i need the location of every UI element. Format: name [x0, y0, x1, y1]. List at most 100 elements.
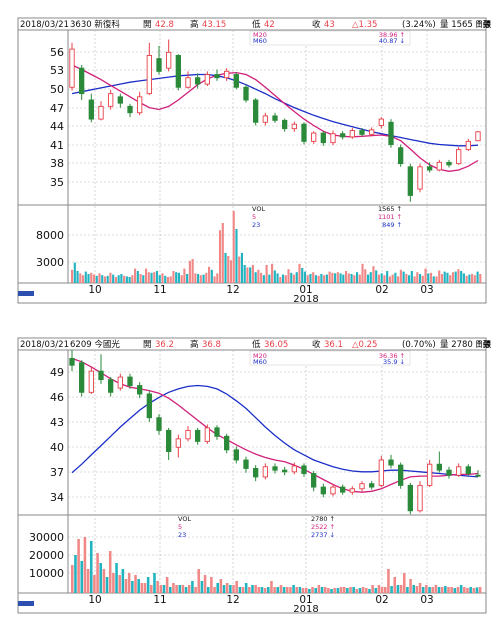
volume-bar	[292, 274, 296, 283]
year-label: 2018	[293, 604, 318, 615]
candle-body	[108, 93, 114, 107]
candle-body	[69, 48, 75, 88]
chart-panel-2: 2018/03/21 6209 今國光 開 36.2 高 36.8 低 36.05 收 36.1 △…	[17, 337, 492, 615]
volume-bar	[106, 275, 109, 283]
volume-bar	[372, 266, 375, 283]
candle-body	[436, 463, 442, 471]
volume-bar	[273, 587, 276, 593]
candle-body	[388, 459, 394, 466]
volume-bar	[386, 271, 389, 283]
header-open-label: 開	[143, 20, 152, 30]
candle-body	[436, 161, 442, 171]
volume-bar	[243, 265, 246, 283]
volume-bar	[165, 577, 169, 593]
volume-bar	[218, 230, 222, 283]
candle-body	[127, 376, 133, 386]
volume-bar	[108, 551, 112, 593]
header-change-pct: (3.24%)	[402, 20, 436, 30]
volume-bar	[142, 275, 145, 283]
chart-frame	[17, 337, 487, 614]
volume-bar	[428, 587, 431, 593]
volume-bar	[413, 276, 416, 283]
volume-bar	[368, 589, 371, 593]
volume-bar	[350, 274, 353, 283]
volume-tick-label: 8000	[36, 229, 64, 242]
volume-bar	[150, 585, 153, 593]
volume-bar	[134, 268, 137, 283]
x-tick-label: 10	[88, 594, 101, 606]
volume-bar	[194, 273, 197, 283]
volume-bar	[156, 581, 159, 593]
volume-bar	[289, 587, 292, 593]
volume-bar	[147, 272, 150, 283]
candle-body	[243, 86, 249, 101]
volume-bar	[115, 563, 118, 593]
volume-bar	[225, 583, 229, 593]
volume-bar	[444, 586, 447, 593]
volume-bar	[183, 268, 186, 283]
x-tick-label: 02	[375, 594, 388, 606]
candle-body	[262, 466, 268, 478]
header-close: 36.1	[324, 340, 343, 350]
x-tick-label: 12	[226, 284, 239, 296]
volume-bar	[87, 274, 90, 283]
volume-bar	[262, 275, 265, 283]
ma20-legend-value: 36.36 ↑	[379, 352, 405, 360]
volume-bar	[74, 555, 77, 593]
price-tick-label: 38	[50, 157, 64, 170]
volume-bar	[476, 271, 479, 283]
volume-bar	[446, 272, 449, 283]
candle-body	[369, 483, 375, 488]
volume-bar	[276, 273, 279, 283]
volume-bar	[371, 585, 374, 593]
header-low-label: 低	[252, 339, 261, 350]
volume-bar	[124, 579, 128, 593]
volume-bar	[229, 260, 233, 283]
header-period: 日線	[475, 19, 491, 29]
price-tick-label: 46	[50, 391, 64, 404]
volume-bar	[123, 275, 126, 283]
volume-bar	[232, 211, 235, 283]
ma23-legend-label: 23	[178, 531, 186, 539]
volume-bar	[184, 587, 188, 593]
candle-body	[146, 393, 152, 419]
volume-bar	[478, 587, 482, 593]
volume-bar	[345, 271, 348, 283]
candle-body	[214, 74, 220, 79]
volume-bar	[103, 276, 107, 283]
volume-bar	[235, 229, 238, 283]
x-tick-label: 03	[420, 594, 433, 606]
volume-bar	[402, 573, 406, 593]
header-high: 36.8	[202, 340, 221, 350]
ma20-legend-label: M20	[253, 352, 267, 360]
candle-body	[117, 376, 123, 389]
volume-bar	[241, 587, 245, 593]
volume-bar	[254, 272, 257, 283]
candle-body	[475, 131, 481, 142]
volume-bar	[402, 271, 405, 283]
volume-bar	[287, 269, 290, 283]
volume-bar	[76, 271, 79, 283]
volume-bar	[101, 275, 104, 283]
volume-bar	[399, 269, 402, 283]
volume-bar	[238, 587, 242, 593]
header-stock: 6209 今國光	[70, 339, 120, 350]
volume-bar	[117, 275, 120, 283]
ma60-legend-value: 35.9 ↓	[383, 358, 405, 366]
x-tick-label: 03	[420, 284, 433, 296]
volume-bar	[136, 271, 139, 283]
candle-body	[340, 133, 346, 138]
volume-bar	[358, 274, 361, 283]
candle-body	[108, 379, 114, 393]
volume-bar	[213, 276, 216, 283]
volume-bar	[240, 253, 244, 283]
x-tick-label: 01	[299, 284, 312, 296]
volume-bar	[93, 575, 96, 593]
header-low-label: 低	[252, 19, 261, 30]
candle-body	[291, 465, 297, 473]
volume-bar	[153, 272, 156, 283]
candle-body	[340, 486, 346, 493]
volume-bar	[186, 274, 189, 283]
candle-body	[175, 55, 181, 88]
